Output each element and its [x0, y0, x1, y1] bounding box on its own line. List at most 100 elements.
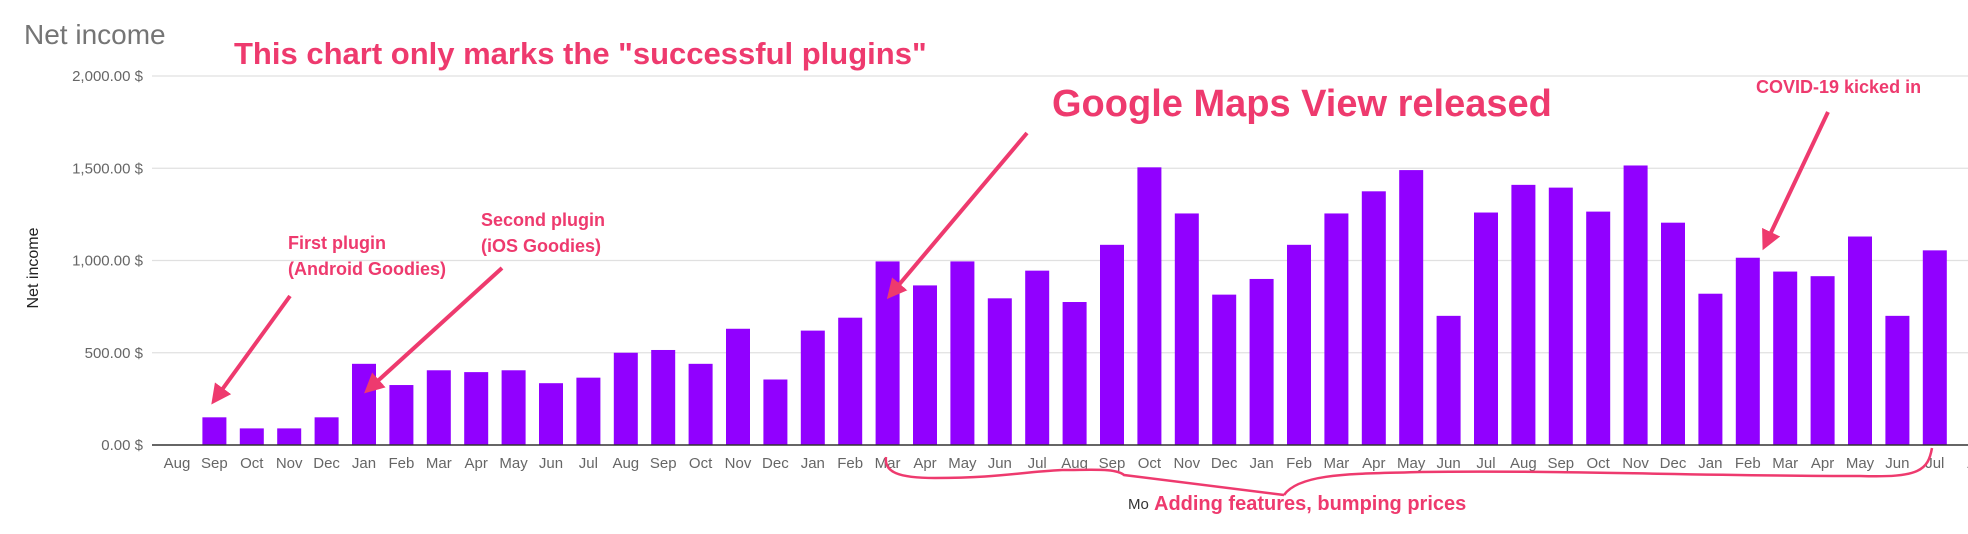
x-tick-label: Aug: [612, 455, 639, 472]
covid-arrow: [1762, 111, 1830, 251]
bar-jul-23: [1025, 270, 1050, 445]
bar-apr-20: [913, 285, 937, 445]
x-tick-label: May: [948, 455, 977, 472]
first-plugin-arrow: [211, 294, 292, 405]
x-tick-label: Nov: [1622, 455, 1649, 472]
x-tick-labels: Aug Sep Oct Nov Dec Jan Feb Mar Apr May Jun Jul Aug S…: [164, 455, 1968, 472]
x-tick-label: Apr: [465, 455, 488, 472]
bar-nov-3: [277, 428, 302, 445]
x-tick-label: Sep: [201, 455, 228, 472]
bar-feb-6: [389, 385, 414, 445]
second-plugin-arrow: [364, 266, 504, 394]
x-tick-label: May: [1846, 455, 1875, 472]
bar-mar-43: [1773, 271, 1798, 445]
y-tick-label: 1,500.00 $: [72, 160, 144, 177]
bar-feb-42: [1735, 257, 1760, 445]
x-tick-label: Jul: [1476, 455, 1495, 472]
bar-aug-12: [613, 352, 638, 445]
first-plugin-sublabel: (Android Goodies): [288, 259, 446, 279]
x-tick-label: Sep: [1099, 455, 1126, 472]
bar-mar-31: [1324, 213, 1349, 445]
x-tick-label: Feb: [388, 455, 414, 472]
bar-jun-10: [539, 383, 563, 445]
x-tick-label: Nov: [1173, 455, 1200, 472]
x-tick-label: Mar: [426, 455, 452, 472]
x-tick-label: Jan: [352, 455, 376, 472]
x-tick-label: Sep: [650, 455, 677, 472]
bar-sep-25: [1100, 244, 1124, 445]
x-tick-label: Feb: [1735, 455, 1761, 472]
covid-annotation: COVID-19 kicked in: [1756, 77, 1921, 97]
bar-dec-4: [314, 417, 339, 445]
bar-oct-26: [1137, 167, 1162, 445]
y-tick-label: 1,000.00 $: [72, 253, 144, 270]
y-axis-label: Net income: [25, 227, 42, 308]
bar-may-45: [1848, 236, 1872, 445]
bar-apr-32: [1361, 191, 1386, 445]
x-axis-label: Mo: [1128, 496, 1149, 513]
x-tick-label: Oct: [689, 455, 713, 472]
bar-dec-16: [763, 379, 788, 445]
bar-apr-8: [464, 372, 489, 445]
x-tick-label: Jul: [1028, 455, 1047, 472]
bar-nov-27: [1174, 213, 1199, 445]
bar-nov-39: [1623, 165, 1648, 446]
features-annotation: Adding features, bumping prices: [1154, 493, 1466, 515]
bar-jan-29: [1249, 278, 1274, 445]
bar-jul-35: [1474, 212, 1498, 445]
y-tick-label: 2,000.00 $: [72, 68, 144, 85]
bar-aug-24: [1062, 302, 1087, 445]
chart-title: Net income: [24, 19, 166, 50]
first-plugin-label: First plugin: [288, 233, 386, 253]
x-tick-label: Aug: [1510, 455, 1537, 472]
bar-may-9: [501, 370, 526, 445]
x-tick-label: Jan: [1250, 455, 1274, 472]
x-tick-label: Oct: [240, 455, 264, 472]
bar-sep-37: [1548, 187, 1573, 445]
maps-annotation: Google Maps View released: [1052, 83, 1552, 125]
bar-jun-34: [1436, 315, 1461, 445]
x-tick-label: Jul: [579, 455, 598, 472]
features-brace: [884, 447, 1934, 497]
x-tick-label: Feb: [1286, 455, 1312, 472]
bar-jan-17: [800, 330, 825, 445]
x-tick-label: May: [1397, 455, 1426, 472]
x-tick-label: May: [499, 455, 528, 472]
bar-oct-2: [239, 428, 264, 445]
x-tick-label: Dec: [762, 455, 789, 472]
bar-jul-11: [576, 377, 601, 445]
bar-jun-46: [1885, 315, 1910, 445]
y-tick-label: 500.00 $: [85, 345, 144, 362]
x-tick-label: Mar: [1323, 455, 1349, 472]
header-annotation: This chart only marks the "successful pl…: [234, 36, 927, 71]
bar-jan-5: [352, 363, 376, 445]
y-tick-labels: 0.00 $ 500.00 $ 1,000.00 $ 1,500.00 $ 2,000.…: [72, 68, 144, 454]
x-tick-label: Oct: [1587, 455, 1611, 472]
x-tick-label: Apr: [913, 455, 936, 472]
bar-sep-13: [651, 349, 676, 445]
y-tick-label: 0.00 $: [101, 437, 143, 454]
x-tick-label: Jan: [1698, 455, 1722, 472]
bar-nov-15: [726, 328, 750, 445]
bar-aug-36: [1511, 184, 1536, 446]
x-tick-label: Nov: [725, 455, 752, 472]
x-tick-label: Apr: [1811, 455, 1834, 472]
x-tick-label: Jun: [1437, 455, 1461, 472]
x-tick-label: Jun: [1885, 455, 1909, 472]
bar-may-33: [1399, 170, 1424, 445]
x-tick-label: Apr: [1362, 455, 1385, 472]
bar-jun-22: [987, 298, 1012, 445]
x-tick-label: Dec: [1660, 455, 1687, 472]
x-tick-label: Jun: [988, 455, 1012, 472]
x-tick-label: Jan: [801, 455, 825, 472]
x-tick-label: Jul: [1925, 455, 1944, 472]
x-tick-label: Nov: [276, 455, 303, 472]
bar-dec-40: [1661, 222, 1685, 445]
bar-mar-7: [426, 370, 451, 445]
bar-jan-41: [1698, 293, 1723, 445]
x-tick-label: Aug: [164, 455, 191, 472]
x-tick-label: Jun: [539, 455, 563, 472]
x-tick-label: Aug: [1061, 455, 1088, 472]
second-plugin-sublabel: (iOS Goodies): [481, 236, 601, 256]
